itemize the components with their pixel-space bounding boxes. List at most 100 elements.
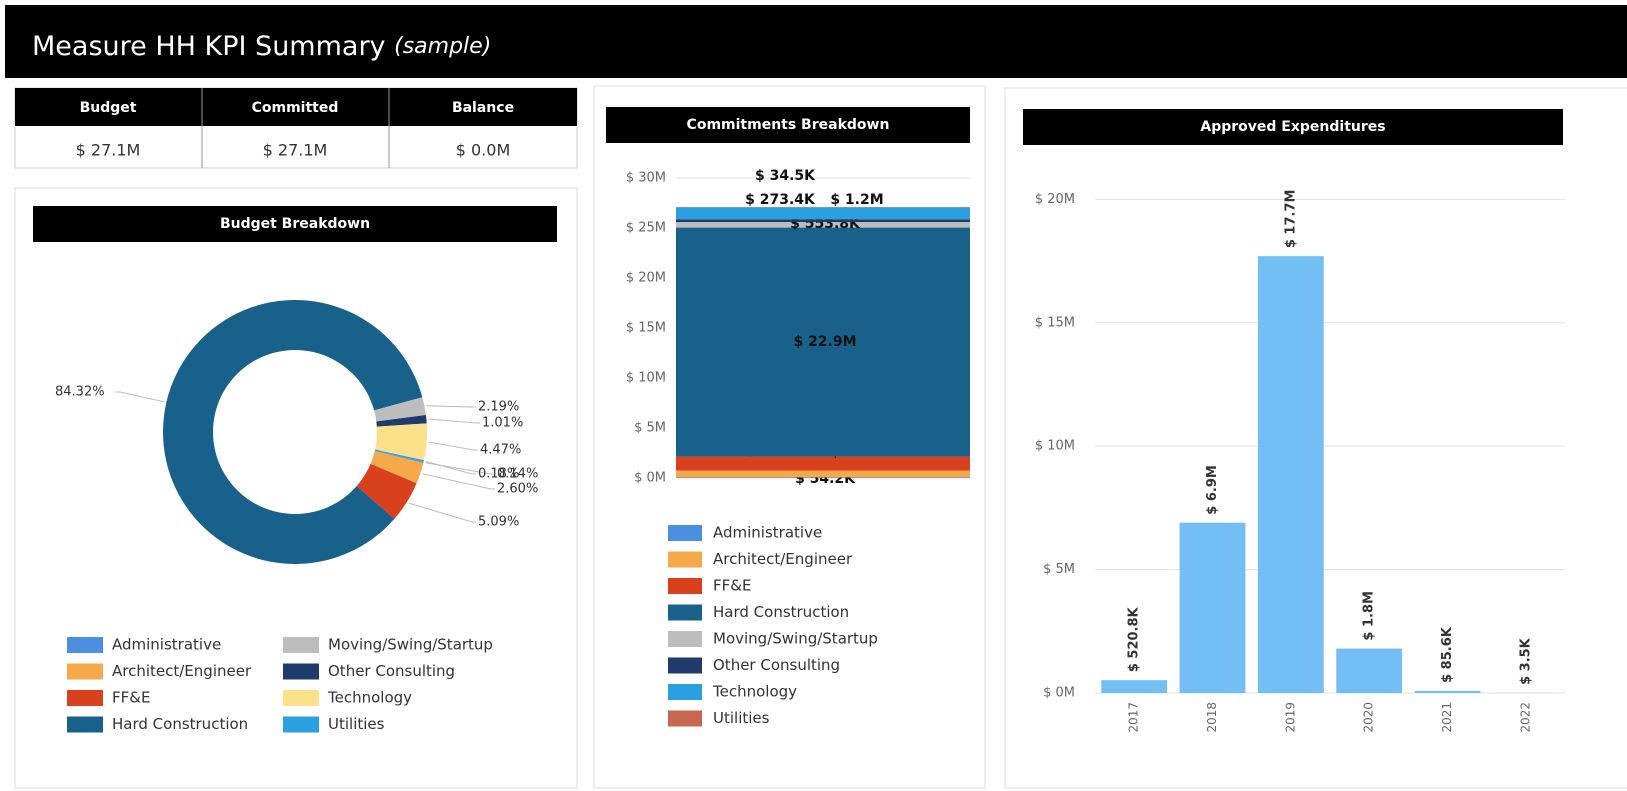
data-label: 0.14% [497, 467, 538, 482]
y-tick-label: $ 20M [1035, 192, 1075, 207]
bar-segment [676, 219, 970, 223]
y-tick-label: $ 0M [1043, 686, 1075, 701]
legend-swatch [668, 684, 702, 700]
y-tick-label: $ 25M [626, 221, 666, 236]
x-tick-label: 2022 [1518, 702, 1532, 733]
legend-swatch [67, 690, 103, 706]
y-tick-label: $ 5M [1043, 562, 1075, 577]
legend-label: Architect/Engineer [713, 550, 853, 568]
leader-line [115, 391, 165, 403]
x-tick-label: 2018 [1205, 702, 1219, 733]
data-label: 5.09% [478, 515, 519, 530]
bar-segment [676, 207, 970, 220]
bar [1179, 522, 1246, 693]
data-label: $ 17.7M [1283, 190, 1298, 249]
data-label: 84.32% [55, 385, 105, 400]
kpi-column: Committed [252, 100, 339, 116]
data-label: $ 1.2M [830, 192, 883, 208]
y-tick-label: $ 5M [634, 421, 666, 436]
header-title: Measure HH KPI Summary (sample) [32, 31, 491, 62]
chart-title: Approved Expenditures [1200, 119, 1385, 135]
legend-label: Technology [327, 689, 412, 707]
leader-line [422, 473, 495, 490]
data-label: 0.18% [478, 467, 519, 482]
pie-slice [374, 397, 426, 422]
x-tick-label: 2017 [1127, 702, 1141, 733]
legend-label: Hard Construction [112, 715, 248, 733]
legend-label: FF&E [713, 577, 751, 595]
chart-title: Budget Breakdown [220, 216, 370, 232]
leader-line [428, 441, 478, 451]
data-label: $ 22.9M [793, 334, 856, 350]
data-label: $ 1.8M [1362, 591, 1377, 641]
legend-swatch [668, 631, 702, 647]
y-tick-label: $ 10M [1035, 439, 1075, 454]
pie-slice [376, 415, 427, 427]
bar [1101, 680, 1168, 693]
kpi-value: $ 27.1M [76, 141, 141, 160]
bar-segment [676, 477, 970, 478]
legend-label: Hard Construction [713, 603, 849, 621]
legend-label: Architect/Engineer [112, 662, 252, 680]
legend-swatch [668, 578, 702, 594]
x-tick-label: 2021 [1440, 702, 1454, 733]
y-tick-label: $ 20M [626, 271, 666, 286]
bar-segment [676, 227, 970, 457]
data-label: 2.19% [478, 400, 519, 415]
bar-segment [676, 222, 970, 228]
leader-line [408, 502, 476, 523]
data-label: $ 3.5K [1518, 637, 1533, 685]
legend-swatch [668, 710, 702, 727]
kpi-column: Balance [452, 100, 514, 116]
legend-swatch [668, 657, 702, 674]
legend-swatch [668, 525, 702, 541]
data-label: $ 6.9M [1205, 465, 1220, 515]
pie-slice [162, 300, 423, 565]
bar-segment [676, 470, 970, 478]
legend-swatch [67, 716, 103, 733]
legend-label: Other Consulting [328, 662, 455, 680]
bar [1257, 256, 1324, 693]
chart-title-bar [1023, 109, 1563, 145]
y-tick-label: $ 10M [626, 371, 666, 386]
bar [1414, 690, 1481, 693]
bar-segment [676, 456, 970, 471]
legend-swatch [283, 716, 319, 733]
kpi-value: $ 0.0M [456, 141, 511, 160]
data-label: $ 273.4K [745, 192, 816, 208]
legend-swatch [283, 690, 319, 706]
kpi-column: Budget [80, 100, 137, 116]
leader-line [426, 405, 476, 408]
y-tick-label: $ 30M [626, 171, 666, 186]
data-label: 4.47% [480, 443, 521, 458]
kpi-value: $ 27.1M [263, 141, 328, 160]
subtitle: (sample) [394, 34, 491, 59]
data-label: $ 85.6K [1440, 626, 1455, 683]
y-tick-label: $ 15M [1035, 315, 1075, 330]
bar [1336, 648, 1403, 693]
y-tick-label: $ 15M [626, 321, 666, 336]
legend-label: Utilities [328, 715, 385, 733]
legend-swatch [67, 663, 103, 680]
legend-swatch [668, 551, 702, 568]
legend-label: Administrative [112, 636, 221, 654]
legend-swatch [283, 637, 319, 653]
legend-swatch [283, 663, 319, 680]
leader-line [425, 462, 495, 475]
pie-slice [356, 463, 417, 519]
x-tick-label: 2019 [1283, 702, 1297, 733]
chart-title-bar [33, 206, 557, 242]
leader-line [425, 460, 476, 475]
header-bar [5, 5, 1627, 78]
pie-slice [370, 451, 424, 484]
pie-slice [374, 450, 424, 463]
leader-line [428, 418, 480, 424]
x-tick-label: 2020 [1362, 702, 1376, 733]
legend-label: Moving/Swing/Startup [328, 636, 493, 654]
data-label: 2.60% [497, 482, 538, 497]
data-label: 1.01% [482, 416, 523, 431]
kpi-header [15, 88, 577, 126]
legend-label: FF&E [112, 689, 150, 707]
